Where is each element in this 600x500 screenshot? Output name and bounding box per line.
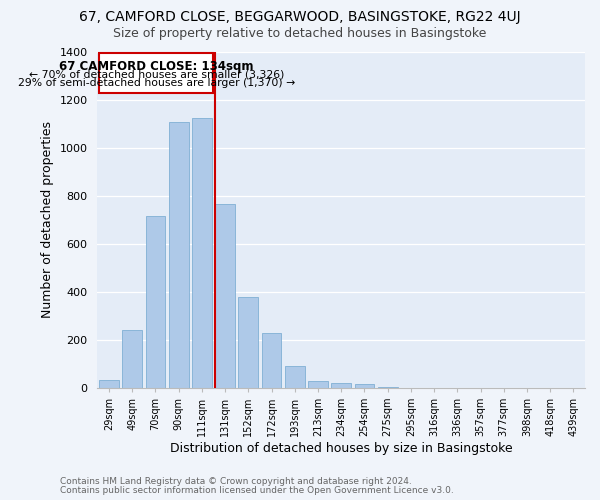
- Text: ← 70% of detached houses are smaller (3,326): ← 70% of detached houses are smaller (3,…: [29, 70, 284, 80]
- Bar: [169, 122, 188, 388]
- Bar: [122, 330, 142, 388]
- Bar: [99, 380, 119, 388]
- FancyBboxPatch shape: [99, 54, 214, 93]
- Text: 29% of semi-detached houses are larger (1,370) →: 29% of semi-detached houses are larger (…: [18, 78, 295, 88]
- Bar: [215, 204, 235, 388]
- Bar: [238, 296, 258, 388]
- Bar: [378, 386, 398, 388]
- Bar: [308, 380, 328, 388]
- Text: Size of property relative to detached houses in Basingstoke: Size of property relative to detached ho…: [113, 28, 487, 40]
- Bar: [262, 332, 281, 388]
- Bar: [355, 384, 374, 388]
- Bar: [285, 366, 305, 388]
- Bar: [192, 118, 212, 388]
- Text: 67 CAMFORD CLOSE: 134sqm: 67 CAMFORD CLOSE: 134sqm: [59, 60, 254, 73]
- Text: Contains HM Land Registry data © Crown copyright and database right 2024.: Contains HM Land Registry data © Crown c…: [60, 477, 412, 486]
- Bar: [146, 216, 166, 388]
- Text: 67, CAMFORD CLOSE, BEGGARWOOD, BASINGSTOKE, RG22 4UJ: 67, CAMFORD CLOSE, BEGGARWOOD, BASINGSTO…: [79, 10, 521, 24]
- Bar: [331, 383, 351, 388]
- X-axis label: Distribution of detached houses by size in Basingstoke: Distribution of detached houses by size …: [170, 442, 512, 455]
- Text: Contains public sector information licensed under the Open Government Licence v3: Contains public sector information licen…: [60, 486, 454, 495]
- Y-axis label: Number of detached properties: Number of detached properties: [41, 121, 54, 318]
